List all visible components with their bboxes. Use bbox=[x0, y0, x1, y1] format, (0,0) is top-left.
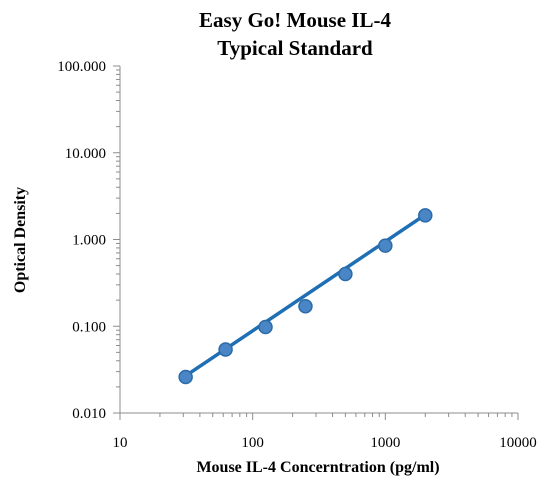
data-points bbox=[178, 208, 433, 385]
y-tick-label: 1.000 bbox=[72, 233, 106, 249]
data-point bbox=[258, 319, 273, 335]
x-axis: 10 100 1000 10000 Mouse IL-4 Concerntration… bbox=[113, 412, 537, 476]
data-point bbox=[298, 299, 313, 314]
x-axis-ticks: 10 100 1000 10000 bbox=[113, 413, 537, 451]
plot-area bbox=[178, 208, 433, 385]
y-tick-label: 10.000 bbox=[65, 146, 106, 162]
data-point bbox=[338, 266, 353, 282]
x-tick-label: 1000 bbox=[370, 435, 400, 451]
y-axis: 0.010 0.100 1.000 10.000 100.000 Optical Den… bbox=[12, 59, 121, 422]
chart-title: Easy Go! Mouse IL-4 Typical Standard bbox=[199, 8, 391, 60]
y-axis-title: Optical Density bbox=[12, 187, 29, 293]
chart-title-line-1: Easy Go! Mouse IL-4 bbox=[199, 8, 391, 32]
data-point bbox=[418, 208, 433, 223]
x-tick-label: 10000 bbox=[499, 435, 537, 451]
y-tick-label: 100.000 bbox=[57, 59, 106, 75]
y-tick-label: 0.100 bbox=[72, 319, 106, 335]
x-axis-title: Mouse IL-4 Concerntration (pg/ml) bbox=[196, 459, 439, 476]
chart-title-line-2: Typical Standard bbox=[217, 36, 373, 60]
x-tick-label: 100 bbox=[241, 435, 264, 451]
y-tick-label: 0.010 bbox=[72, 406, 106, 422]
data-point bbox=[218, 342, 233, 357]
x-tick-label: 10 bbox=[113, 435, 128, 451]
data-point bbox=[378, 238, 393, 253]
data-point bbox=[178, 369, 193, 385]
y-axis-ticks: 0.010 0.100 1.000 10.000 100.000 bbox=[57, 59, 120, 422]
